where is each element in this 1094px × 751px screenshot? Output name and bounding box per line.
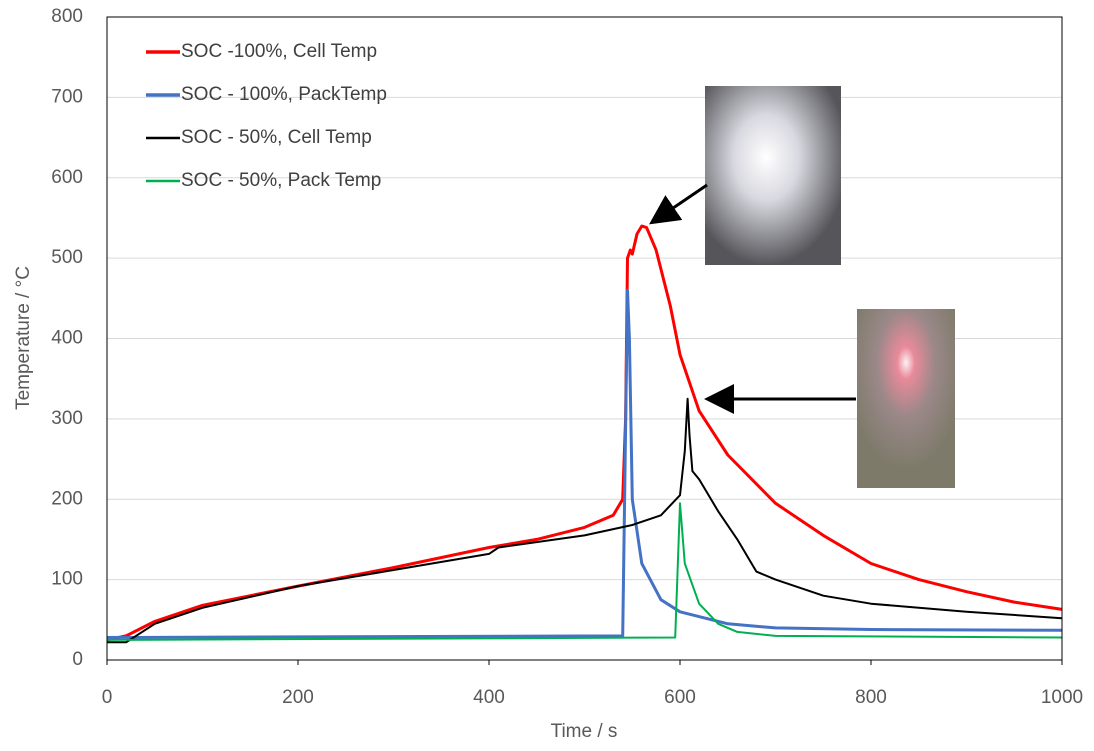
- series-line: [106, 502, 1063, 641]
- legend-label: SOC - 50%, Pack Temp: [181, 170, 381, 191]
- x-tick-label: 800: [855, 687, 887, 708]
- series-line: [106, 288, 1063, 639]
- plot-frame: [106, 16, 1063, 661]
- x-tick-label: 1000: [1041, 687, 1083, 708]
- y-tick-label: 200: [51, 488, 83, 509]
- x-tick-label: 400: [473, 687, 505, 708]
- y-tick-label: 500: [51, 247, 83, 268]
- plot-lines: [106, 224, 1063, 644]
- legend-label: SOC - 50%, Cell Temp: [181, 127, 372, 148]
- y-tick-label: 700: [51, 86, 83, 107]
- y-tick-label: 800: [51, 6, 83, 27]
- legend-label: SOC -100%, Cell Temp: [181, 41, 377, 62]
- x-axis-label: Time / s: [551, 721, 618, 742]
- y-axis-label: Temperature / °C: [13, 266, 34, 410]
- legend-label: SOC - 100%, PackTemp: [181, 84, 387, 105]
- photo-fire-50: [857, 309, 955, 488]
- series-line: [106, 224, 1063, 642]
- y-tick-label: 0: [72, 649, 83, 670]
- y-tick-label: 300: [51, 408, 83, 429]
- y-tick-label: 400: [51, 328, 83, 349]
- x-tick-label: 600: [664, 687, 696, 708]
- y-tick-label: 600: [51, 167, 83, 188]
- photo-fire-100: [705, 86, 841, 265]
- x-tick-label: 0: [102, 687, 113, 708]
- series-line: [107, 397, 1063, 644]
- x-tick-label: 200: [282, 687, 314, 708]
- arrow: [649, 183, 708, 225]
- y-tick-label: 100: [51, 569, 83, 590]
